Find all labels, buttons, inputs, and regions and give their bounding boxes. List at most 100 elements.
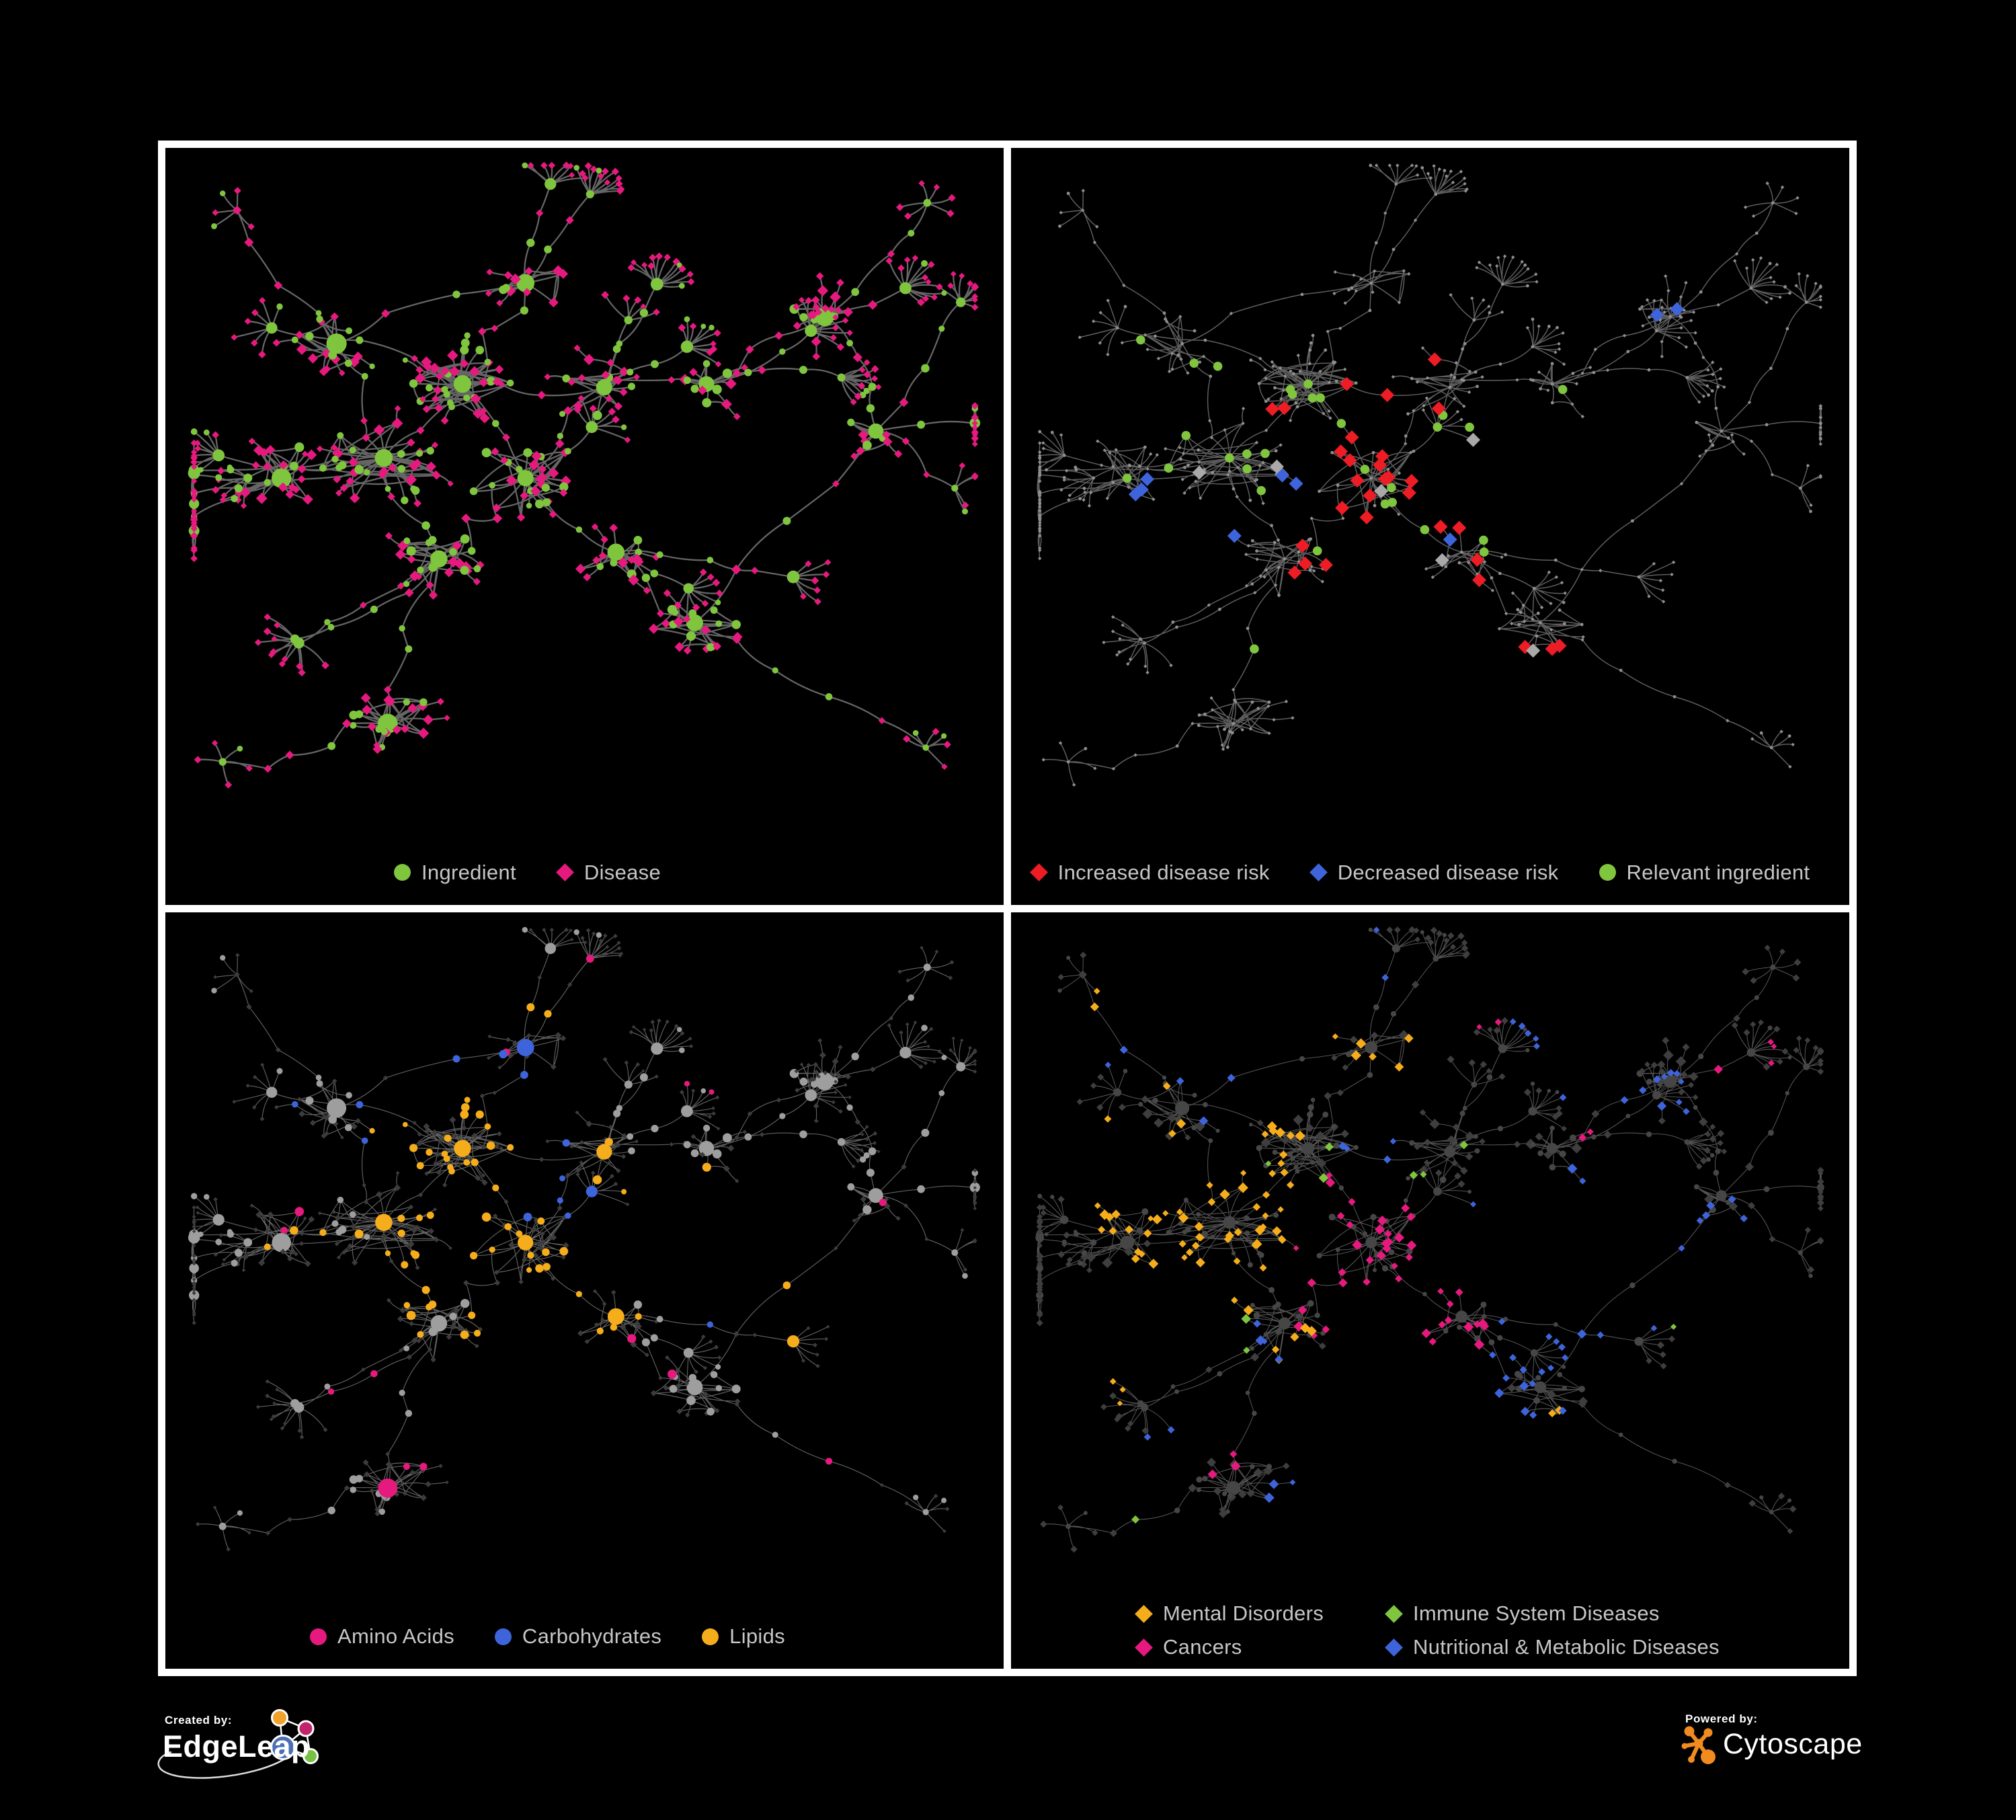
network-node: [287, 1255, 293, 1261]
network-node: [1749, 286, 1753, 290]
network-node-highlight: [565, 1212, 571, 1219]
network-node: [652, 553, 660, 561]
network-node: [407, 703, 418, 713]
network-node: [1448, 385, 1452, 389]
network-node: [1546, 1142, 1558, 1154]
network-node: [335, 464, 343, 471]
network-node-highlight: [1265, 401, 1280, 416]
network-node-highlight: [1406, 1212, 1416, 1221]
network-node: [1446, 553, 1451, 558]
network-node: [461, 1125, 467, 1131]
network-node: [899, 282, 912, 294]
network-node: [624, 436, 631, 444]
network-node: [805, 296, 813, 305]
network-node: [346, 1091, 352, 1099]
network-node: [444, 715, 450, 721]
network-node: [1253, 1311, 1260, 1318]
network-node-highlight: [1355, 1037, 1367, 1049]
network-node-highlight: [1545, 1333, 1553, 1340]
network-node: [1273, 386, 1277, 390]
network-node-highlight: [1661, 1072, 1668, 1080]
network-node: [559, 489, 568, 498]
network-node: [1743, 1029, 1750, 1036]
network-node-highlight: [1673, 1070, 1681, 1077]
network-node: [1693, 1183, 1699, 1189]
network-node-highlight: [489, 1246, 495, 1253]
network-node: [653, 308, 660, 316]
network-node: [517, 470, 534, 487]
network-node: [259, 296, 266, 305]
network-node: [699, 1151, 705, 1158]
network-node-highlight: [1125, 1224, 1134, 1234]
network-node: [1272, 717, 1276, 722]
network-node: [309, 1119, 316, 1126]
network-node: [1309, 516, 1314, 520]
network-node-highlight: [1152, 1214, 1162, 1224]
network-node: [1748, 1201, 1755, 1210]
network-node-highlight: [421, 1285, 430, 1294]
network-node-highlight: [1167, 1425, 1175, 1433]
network-node: [896, 203, 904, 211]
network-node: [592, 410, 602, 420]
network-node: [1308, 348, 1312, 352]
legend-item: Cancers: [1135, 1635, 1242, 1659]
network-node: [190, 532, 198, 540]
network-node: [873, 1140, 877, 1145]
network-node-highlight: [1520, 1406, 1530, 1416]
network-node: [428, 1347, 433, 1352]
network-node: [1457, 1324, 1462, 1330]
network-node-highlight: [1322, 1324, 1330, 1333]
network-node: [404, 588, 414, 598]
network-node: [1461, 347, 1464, 351]
panel-ingredient-disease: Ingredient Disease: [165, 148, 1004, 905]
network-node: [938, 325, 945, 332]
network-node: [1050, 430, 1054, 434]
network-node: [1516, 1385, 1522, 1392]
network-node: [328, 1115, 337, 1123]
legend-ingredient-disease: Ingredient Disease: [165, 861, 946, 885]
network-node-highlight: [1260, 448, 1270, 459]
network-node-highlight: [1344, 430, 1359, 444]
network-node-highlight: [1233, 1257, 1241, 1265]
network-node: [302, 493, 313, 505]
network-node: [1227, 469, 1232, 473]
network-node: [1038, 468, 1042, 472]
network-node: [373, 424, 385, 436]
network-node: [1336, 483, 1340, 487]
network-node: [866, 1168, 875, 1177]
network-node: [807, 311, 816, 319]
network-node: [868, 1187, 883, 1203]
network-node: [1750, 737, 1755, 741]
network-node-highlight: [782, 1281, 791, 1290]
network-node: [847, 1183, 855, 1191]
network-node: [1433, 1187, 1442, 1195]
network-node: [1102, 640, 1106, 645]
network-node: [1679, 325, 1683, 330]
network-node: [1785, 327, 1789, 331]
network-node: [1037, 1260, 1043, 1267]
network-node: [1745, 1162, 1754, 1171]
network-node: [1111, 481, 1115, 484]
network-node: [1310, 1097, 1316, 1102]
network-node: [361, 372, 368, 380]
network-node: [245, 764, 253, 772]
network-node: [721, 399, 732, 410]
network-node-highlight: [1548, 1409, 1557, 1417]
network-node: [213, 974, 218, 979]
network-node: [1066, 760, 1070, 764]
network-node: [1143, 641, 1146, 645]
network-node: [540, 1231, 545, 1236]
network-node: [248, 437, 255, 445]
network-node: [264, 479, 271, 486]
network-node: [838, 1044, 843, 1050]
network-node: [516, 465, 523, 473]
network-node: [276, 303, 283, 310]
network-node: [1709, 1152, 1715, 1158]
network-node: [654, 1074, 659, 1078]
network-node: [1370, 1213, 1377, 1220]
network-node: [1497, 1335, 1503, 1341]
cytoscape-icon-nodes: [1681, 1726, 1716, 1764]
network-node: [1818, 415, 1822, 420]
network-node: [1175, 1101, 1190, 1115]
network-node: [1817, 1166, 1824, 1173]
